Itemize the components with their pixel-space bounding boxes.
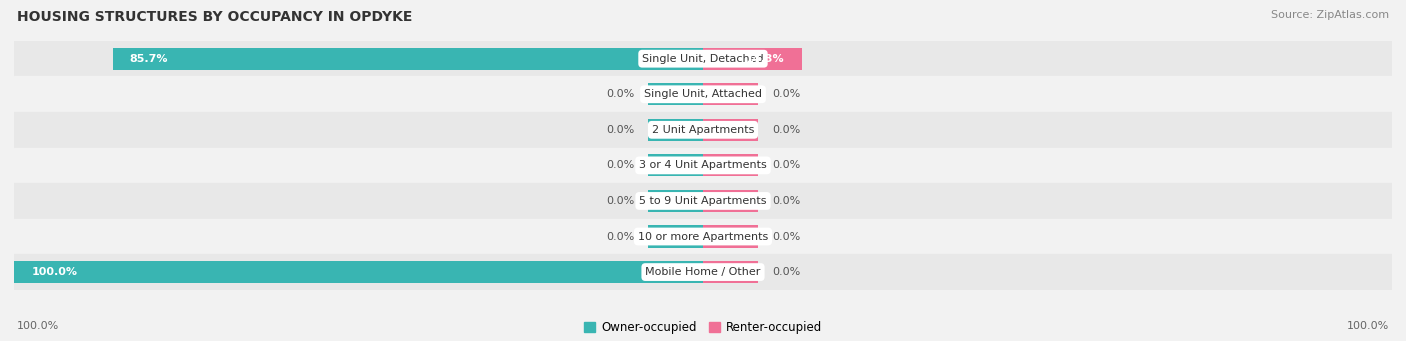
Text: 0.0%: 0.0% — [606, 125, 634, 135]
Text: 0.0%: 0.0% — [772, 196, 800, 206]
Bar — [648, 83, 703, 105]
Text: 100.0%: 100.0% — [17, 321, 59, 331]
Text: 0.0%: 0.0% — [606, 89, 634, 99]
Text: Source: ZipAtlas.com: Source: ZipAtlas.com — [1271, 10, 1389, 20]
Bar — [648, 190, 703, 212]
Text: 14.3%: 14.3% — [745, 54, 785, 64]
Text: HOUSING STRUCTURES BY OCCUPANCY IN OPDYKE: HOUSING STRUCTURES BY OCCUPANCY IN OPDYK… — [17, 10, 412, 24]
Text: 0.0%: 0.0% — [772, 232, 800, 241]
Bar — [703, 48, 801, 70]
Bar — [648, 225, 703, 248]
Text: 0.0%: 0.0% — [772, 89, 800, 99]
Bar — [703, 190, 758, 212]
Text: 10 or more Apartments: 10 or more Apartments — [638, 232, 768, 241]
Bar — [14, 41, 1392, 76]
Text: 3 or 4 Unit Apartments: 3 or 4 Unit Apartments — [640, 160, 766, 170]
Text: 0.0%: 0.0% — [606, 196, 634, 206]
Bar — [703, 225, 758, 248]
Bar — [14, 112, 1392, 148]
Bar — [703, 261, 758, 283]
Text: 0.0%: 0.0% — [772, 267, 800, 277]
Bar — [14, 183, 1392, 219]
Legend: Owner-occupied, Renter-occupied: Owner-occupied, Renter-occupied — [579, 316, 827, 339]
Bar — [703, 119, 758, 141]
Bar — [14, 219, 1392, 254]
Bar — [648, 154, 703, 176]
Bar — [703, 83, 758, 105]
Text: Single Unit, Attached: Single Unit, Attached — [644, 89, 762, 99]
Text: Single Unit, Detached: Single Unit, Detached — [643, 54, 763, 64]
Bar — [14, 76, 1392, 112]
Text: 100.0%: 100.0% — [31, 267, 77, 277]
Bar — [14, 148, 1392, 183]
Text: 100.0%: 100.0% — [1347, 321, 1389, 331]
Text: 5 to 9 Unit Apartments: 5 to 9 Unit Apartments — [640, 196, 766, 206]
Text: 85.7%: 85.7% — [129, 54, 169, 64]
Text: 0.0%: 0.0% — [772, 160, 800, 170]
Text: 0.0%: 0.0% — [772, 125, 800, 135]
Bar — [112, 48, 703, 70]
Text: 0.0%: 0.0% — [606, 160, 634, 170]
Text: Mobile Home / Other: Mobile Home / Other — [645, 267, 761, 277]
Bar — [703, 154, 758, 176]
Text: 0.0%: 0.0% — [606, 232, 634, 241]
Bar — [14, 254, 1392, 290]
Bar — [648, 119, 703, 141]
Bar — [14, 261, 703, 283]
Text: 2 Unit Apartments: 2 Unit Apartments — [652, 125, 754, 135]
